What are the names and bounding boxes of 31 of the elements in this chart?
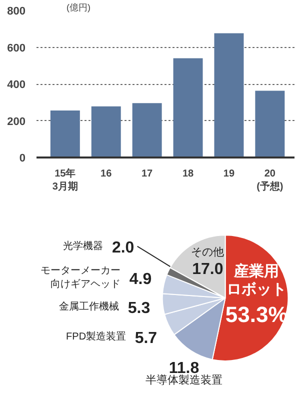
y-tick-label: 0 (19, 152, 26, 164)
y-tick-label: 600 (7, 42, 26, 54)
slice-label: モーターメーカー向けギアヘッド (40, 266, 121, 290)
bar (91, 106, 121, 158)
bar (255, 90, 285, 158)
x-tick-label: 20 (予想) (256, 168, 284, 193)
slice-label: 金属工作機械 (59, 300, 120, 312)
data-label: 17.0 (192, 261, 224, 278)
y-axis-title: (億円) (66, 2, 90, 12)
slice-label: 半導体製造装置 (146, 373, 223, 386)
slice-label: その他 (191, 246, 224, 258)
bar (173, 58, 203, 158)
y-tick-label: 200 (7, 116, 26, 128)
x-tick-label: 19 (223, 168, 235, 180)
x-tick-label: 18 (182, 168, 194, 180)
bar (132, 103, 162, 158)
x-tick-label: 16 (100, 168, 112, 180)
data-label: 53.3% (225, 302, 288, 327)
y-tick-label: 800 (7, 6, 26, 18)
slice-label: FPD製造装置 (66, 330, 126, 343)
slice-label: 光学機器 (63, 240, 104, 252)
bar (214, 33, 244, 158)
slice-label: 産業用ロボット (226, 262, 287, 298)
data-label: 5.3 (128, 300, 150, 317)
data-label: 5.7 (134, 330, 158, 348)
data-label: 2.0 (112, 239, 134, 256)
y-tick-label: 400 (7, 79, 26, 91)
x-tick-label: 15年 3月期 (52, 168, 78, 193)
bar (50, 110, 80, 158)
data-label: 4.9 (129, 270, 152, 288)
x-tick-label: 17 (142, 168, 154, 180)
